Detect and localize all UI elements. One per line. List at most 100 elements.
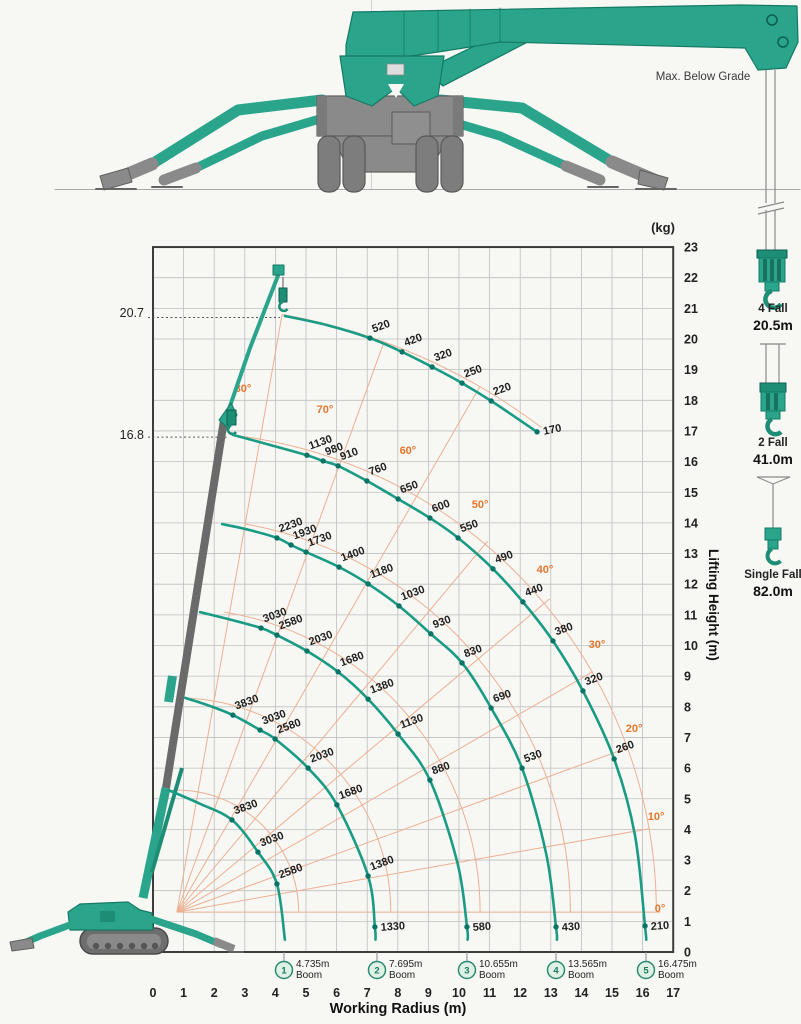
capacity-label: 1400 (339, 545, 366, 565)
boom-marker-sub: Boom (568, 970, 594, 981)
capacity-point (229, 817, 235, 823)
boom-marker-circle (367, 960, 387, 980)
capacity-point (399, 349, 405, 355)
capacity-label: 420 (403, 332, 424, 350)
hook-single-fall (764, 527, 782, 566)
capacity-label: 880 (430, 760, 451, 778)
capacity-label: 1680 (339, 650, 366, 670)
capacity-point (305, 765, 311, 771)
y-tick-label: 4 (684, 823, 691, 837)
outrigger-left-foot (9, 937, 35, 952)
capacity-label: 1680 (337, 783, 364, 803)
y-tick-label: 16 (684, 455, 698, 469)
capacity-label: 430 (561, 921, 580, 934)
angle-label: 20° (626, 723, 643, 735)
hook-single-fall-length: 82.0m (753, 583, 793, 599)
hook-2fall-name: 2 Fall (758, 437, 788, 449)
hook-reeving-illustrations (756, 70, 791, 566)
boom-marker-number: 4 (553, 966, 559, 977)
y-tick-label: 2 (684, 884, 691, 898)
capacity-point (395, 496, 401, 502)
capacity-point (274, 632, 280, 638)
capacity-label: 2580 (277, 862, 304, 882)
fan-radial-30 (176, 671, 594, 913)
hook-block-2-fall (759, 382, 787, 437)
capacity-point (288, 542, 294, 548)
boom-marker-sub: Boom (389, 970, 415, 981)
jib-hook-icon (278, 300, 289, 313)
outrigger-foot (99, 167, 133, 191)
hook-2fall-length: 41.0m (753, 451, 793, 467)
x-tick-label: 11 (483, 986, 496, 1000)
capacity-point (553, 924, 559, 930)
capacity-label: 650 (399, 479, 420, 497)
capacity-label: 830 (462, 643, 483, 661)
x-tick-label: 6 (333, 986, 340, 1000)
outrigger-leg-left-inner (191, 111, 335, 173)
boom-marker-length: 13.565m (568, 959, 607, 970)
x-axis-title: Working Radius (m) (329, 1001, 467, 1017)
capacity-label: 260 (615, 739, 636, 757)
x-tick-label: 9 (425, 986, 432, 1000)
capacity-point (304, 648, 310, 654)
capacity-point (335, 463, 341, 469)
capacity-label: 3030 (258, 830, 285, 850)
x-tick-label: 1 (180, 986, 187, 1000)
y-tick-label: 23 (684, 241, 698, 255)
capacity-point (550, 638, 556, 644)
boom-marker-number: 3 (464, 966, 469, 977)
x-tick-label: 12 (513, 986, 527, 1000)
x-tick-label: 0 (150, 986, 157, 1000)
capacity-point (580, 688, 586, 694)
jib (226, 272, 281, 413)
y-tick-label: 21 (684, 302, 698, 316)
boom-hook-icon (226, 423, 238, 436)
wheel (317, 135, 341, 193)
y-tick-label: 1 (684, 915, 691, 929)
height-mark-label-16-8: 16.8 (119, 428, 144, 442)
x-tick-label: 4 (272, 986, 279, 1000)
capacity-point (534, 429, 540, 435)
y-tick-label: 9 (684, 670, 691, 684)
fan-radial-50 (176, 540, 489, 913)
boom-marker-length: 10.655m (479, 959, 518, 970)
capacity-label: 320 (583, 671, 604, 689)
capacity-point (336, 564, 342, 570)
boom-cylinder (150, 767, 184, 873)
y-tick-label: 8 (684, 700, 691, 714)
boom-marker-circle (274, 960, 294, 980)
angle-label: 60° (400, 445, 417, 457)
capacity-label: 550 (459, 518, 480, 536)
capacity-label: 1180 (369, 562, 396, 581)
capacity-label: 530 (522, 748, 543, 766)
y-tick-label: 3 (684, 854, 691, 868)
capacity-point (335, 669, 341, 675)
capacity-point (320, 458, 326, 464)
boom-marker-number: 1 (281, 966, 287, 977)
y-tick-label: 13 (684, 547, 698, 561)
crane-front-view-illustration (54, 0, 801, 193)
capacity-label: 3830 (232, 798, 259, 818)
capacity-point (459, 660, 465, 666)
boom-section-band (164, 675, 177, 703)
unit-label: (kg) (651, 220, 675, 235)
capacity-label: 580 (472, 921, 491, 934)
capacity-point (429, 364, 435, 370)
plot-border (152, 246, 675, 954)
x-tick-label: 5 (303, 986, 310, 1000)
capacity-point (365, 873, 371, 879)
capacity-point (274, 535, 280, 541)
x-tick-label: 2 (211, 986, 218, 1000)
capacity-point (372, 924, 378, 930)
y-axis-title: Lifting Height (m) (706, 549, 721, 661)
fan-arc (172, 789, 300, 913)
capacity-point (367, 335, 373, 341)
capacity-point (642, 923, 648, 929)
capacity-label: 1380 (369, 854, 396, 874)
capacity-curve-max-height-20.7m (283, 314, 539, 434)
x-tick-label: 17 (666, 986, 680, 1000)
turret (339, 55, 445, 107)
fan-arc (245, 523, 571, 913)
